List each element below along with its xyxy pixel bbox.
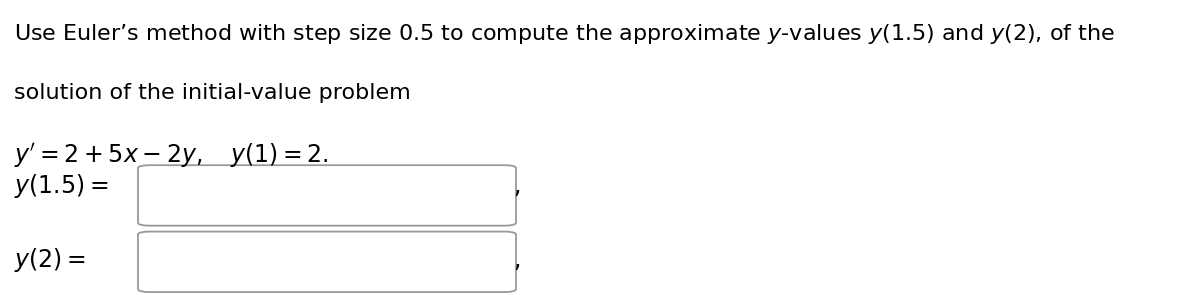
FancyBboxPatch shape xyxy=(138,165,516,226)
Text: $y(1.5) =$: $y(1.5) =$ xyxy=(14,172,109,200)
Text: Use Euler’s method with step size 0.5 to compute the approximate $y$-values $y(1: Use Euler’s method with step size 0.5 to… xyxy=(14,21,1115,46)
Text: $y(2) =$: $y(2) =$ xyxy=(14,246,86,273)
Text: ,: , xyxy=(514,174,521,198)
FancyBboxPatch shape xyxy=(138,232,516,292)
Text: ,: , xyxy=(514,248,521,272)
Text: $y'= 2 + 5x - 2y, \quad y(1) = 2.$: $y'= 2 + 5x - 2y, \quad y(1) = 2.$ xyxy=(14,142,329,170)
Text: solution of the initial-value problem: solution of the initial-value problem xyxy=(14,83,412,103)
